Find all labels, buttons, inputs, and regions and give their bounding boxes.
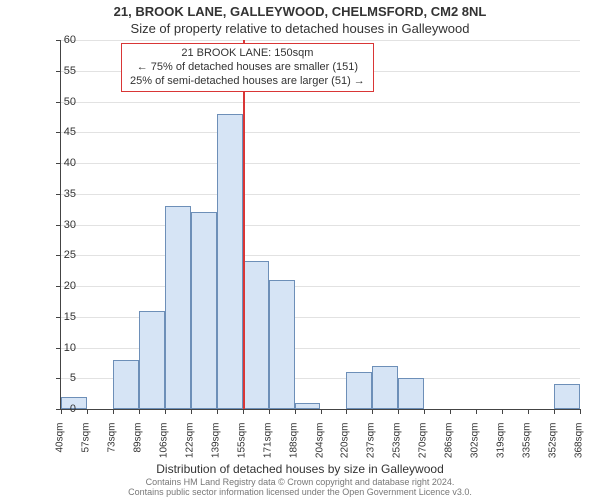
xtick-mark (424, 409, 425, 414)
xtick-mark (217, 409, 218, 414)
annotation-line1: 21 BROOK LANE: 150sqm (181, 47, 313, 59)
gridline (61, 286, 580, 287)
reference-line (243, 40, 245, 409)
xtick-mark (528, 409, 529, 414)
annotation-box: 21 BROOK LANE: 150sqm ← 75% of detached h… (121, 43, 374, 92)
histogram-bar (139, 311, 165, 409)
histogram-bar (295, 403, 321, 409)
annotation-line3: 25% of semi-detached houses are larger (… (130, 75, 365, 87)
annotation-line2: ← 75% of detached houses are smaller (15… (137, 61, 358, 73)
xtick-mark (165, 409, 166, 414)
xtick-label: 302sqm (470, 423, 481, 483)
histogram-bar (398, 378, 424, 409)
xtick-label: 270sqm (418, 423, 429, 483)
xtick-label: 122sqm (184, 423, 195, 483)
xtick-label: 319sqm (496, 423, 507, 483)
xtick-mark (139, 409, 140, 414)
histogram-bar (554, 384, 580, 409)
ytick-label: 35 (46, 188, 76, 200)
gridline (61, 102, 580, 103)
xtick-label: 335sqm (522, 423, 533, 483)
xtick-mark (502, 409, 503, 414)
xtick-label: 106sqm (158, 423, 169, 483)
ytick-label: 45 (46, 126, 76, 138)
histogram-bar (243, 261, 269, 409)
ytick-label: 40 (46, 157, 76, 169)
chart-title-line2: Size of property relative to detached ho… (0, 21, 600, 36)
gridline (61, 163, 580, 164)
xtick-mark (87, 409, 88, 414)
ytick-label: 60 (46, 34, 76, 46)
histogram-bar (372, 366, 398, 409)
xtick-label: 188sqm (288, 423, 299, 483)
xtick-label: 237sqm (366, 423, 377, 483)
xtick-label: 220sqm (340, 423, 351, 483)
ytick-label: 5 (46, 372, 76, 384)
xtick-label: 204sqm (314, 423, 325, 483)
xtick-mark (269, 409, 270, 414)
ytick-label: 50 (46, 96, 76, 108)
ytick-label: 10 (46, 342, 76, 354)
xtick-label: 73sqm (106, 423, 117, 483)
xtick-label: 368sqm (574, 423, 585, 483)
xtick-label: 171sqm (262, 423, 273, 483)
xtick-label: 253sqm (392, 423, 403, 483)
ytick-label: 20 (46, 280, 76, 292)
footer-line2: Contains public sector information licen… (128, 487, 472, 497)
histogram-bar (191, 212, 217, 409)
xtick-label: 139sqm (210, 423, 221, 483)
xtick-label: 155sqm (236, 423, 247, 483)
ytick-label: 55 (46, 65, 76, 77)
xtick-label: 352sqm (548, 423, 559, 483)
chart-title-line1: 21, BROOK LANE, GALLEYWOOD, CHELMSFORD, … (0, 4, 600, 19)
histogram-bar (217, 114, 243, 409)
ytick-label: 15 (46, 311, 76, 323)
chart-container: 21, BROOK LANE, GALLEYWOOD, CHELMSFORD, … (0, 0, 600, 500)
xtick-mark (191, 409, 192, 414)
histogram-bar (269, 280, 295, 409)
xtick-label: 286sqm (444, 423, 455, 483)
xtick-mark (580, 409, 581, 414)
xtick-mark (372, 409, 373, 414)
xtick-mark (476, 409, 477, 414)
ytick-label: 30 (46, 219, 76, 231)
xtick-mark (346, 409, 347, 414)
xtick-mark (554, 409, 555, 414)
gridline (61, 132, 580, 133)
plot-area: 21 BROOK LANE: 150sqm ← 75% of detached h… (60, 40, 580, 410)
gridline (61, 225, 580, 226)
histogram-bar (113, 360, 139, 409)
histogram-bar (165, 206, 191, 409)
histogram-bar (346, 372, 372, 409)
xtick-mark (321, 409, 322, 414)
xtick-label: 89sqm (132, 423, 143, 483)
xtick-mark (398, 409, 399, 414)
gridline (61, 255, 580, 256)
ytick-label: 25 (46, 249, 76, 261)
gridline (61, 194, 580, 195)
ytick-label: 0 (46, 403, 76, 415)
gridline (61, 40, 580, 41)
xtick-mark (113, 409, 114, 414)
xtick-mark (450, 409, 451, 414)
xtick-label: 40sqm (55, 423, 66, 483)
xtick-mark (243, 409, 244, 414)
xtick-mark (295, 409, 296, 414)
xtick-label: 57sqm (80, 423, 91, 483)
